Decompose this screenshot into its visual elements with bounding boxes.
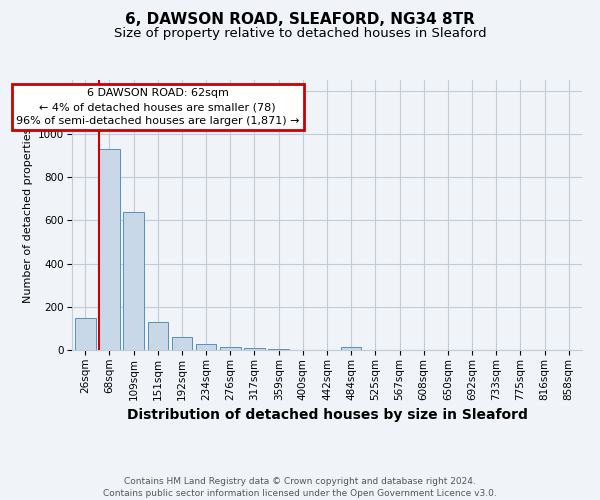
Bar bbox=[341, 348, 361, 350]
Bar bbox=[99, 149, 120, 350]
Bar bbox=[268, 348, 289, 350]
Text: Contains HM Land Registry data © Crown copyright and database right 2024.
Contai: Contains HM Land Registry data © Crown c… bbox=[103, 476, 497, 498]
Bar bbox=[220, 348, 241, 350]
Bar bbox=[148, 322, 168, 350]
Text: 6 DAWSON ROAD: 62sqm
← 4% of detached houses are smaller (78)
96% of semi-detach: 6 DAWSON ROAD: 62sqm ← 4% of detached ho… bbox=[16, 88, 299, 126]
Y-axis label: Number of detached properties: Number of detached properties bbox=[23, 128, 32, 302]
Bar bbox=[172, 337, 192, 350]
Bar bbox=[244, 348, 265, 350]
Text: Size of property relative to detached houses in Sleaford: Size of property relative to detached ho… bbox=[113, 28, 487, 40]
Bar bbox=[196, 344, 217, 350]
X-axis label: Distribution of detached houses by size in Sleaford: Distribution of detached houses by size … bbox=[127, 408, 527, 422]
Bar bbox=[75, 318, 95, 350]
Bar bbox=[124, 212, 144, 350]
Text: 6, DAWSON ROAD, SLEAFORD, NG34 8TR: 6, DAWSON ROAD, SLEAFORD, NG34 8TR bbox=[125, 12, 475, 28]
